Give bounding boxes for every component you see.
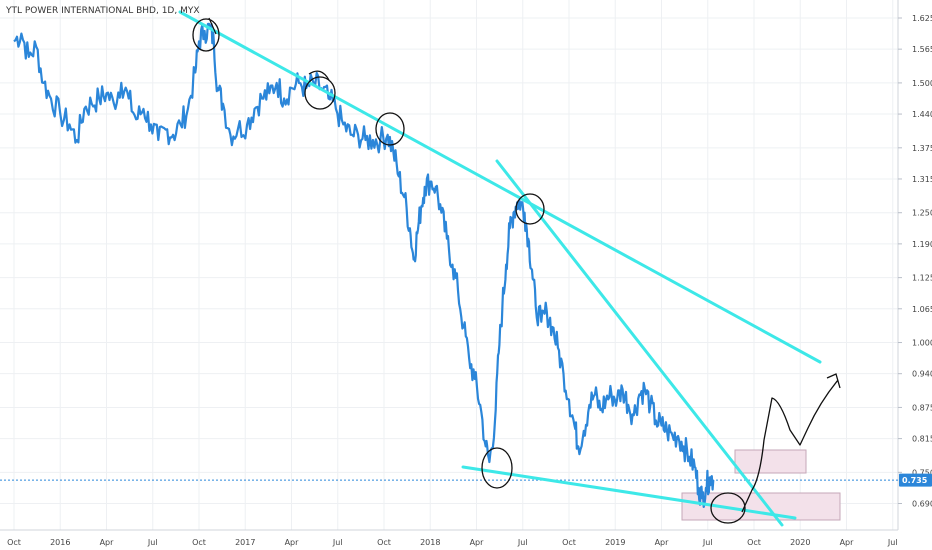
pivot-circle [304, 76, 336, 110]
x-tick-label: Oct [377, 538, 391, 547]
circle-stroke-tail [308, 70, 330, 81]
upper-resistance-trendline [178, 10, 822, 364]
projection-arrowhead [826, 373, 841, 389]
x-tick-label: Apr [100, 538, 115, 547]
current-price-tag-label: 0.735 [902, 476, 928, 485]
steep-resistance-trendline [495, 159, 784, 527]
y-tick-label: 0.875 [912, 403, 932, 412]
y-tick-label: 0.690 [912, 500, 932, 509]
current-price-tag-background [899, 473, 932, 487]
y-tick-label: 1.250 [912, 209, 932, 218]
x-tick-label: 2019 [605, 538, 625, 547]
circle-stroke-tail [208, 17, 217, 35]
y-tick-label: 1.625 [912, 14, 932, 23]
y-tick-label: 1.315 [912, 175, 932, 184]
y-tick-label: 1.190 [912, 240, 932, 249]
y-tick-label: 0.815 [912, 435, 932, 444]
x-tick-label: Jul [147, 538, 158, 547]
hand-drawn-annotations [192, 17, 841, 524]
x-tick-label: 2017 [235, 538, 255, 547]
y-tick-label: 1.375 [912, 144, 932, 153]
pivot-circle [192, 18, 220, 52]
x-tick-label: Jul [702, 538, 713, 547]
y-tick-label: 1.440 [912, 110, 932, 119]
pivot-circle [481, 447, 513, 489]
price-axis: 1.625 1.565 1.500 1.440 1.375 1.315 1.250 1.190… [898, 14, 932, 509]
y-tick-label: 1.000 [912, 339, 932, 348]
projected-path-sketch [741, 379, 839, 513]
pivot-circle [375, 112, 405, 146]
x-tick-label: 2016 [50, 538, 70, 547]
price-series-line [13, 22, 715, 508]
pivot-circle [710, 492, 746, 524]
x-tick-label: 2018 [420, 538, 440, 547]
x-tick-label: Apr [470, 538, 485, 547]
y-tick-label: 1.565 [912, 45, 932, 54]
x-tick-label: Oct [7, 538, 21, 547]
x-tick-label: Jul [517, 538, 528, 547]
x-tick-label: Apr [655, 538, 670, 547]
support-trendline [461, 465, 797, 520]
y-tick-label: 1.065 [912, 305, 932, 314]
x-tick-label: Oct [562, 538, 576, 547]
x-tick-label: 2020 [790, 538, 810, 547]
x-tick-label: Jul [332, 538, 343, 547]
current-price-tag: 0.735 [899, 473, 932, 487]
upper-target-box [734, 449, 807, 474]
x-tick-label: Apr [840, 538, 855, 547]
y-tick-label: 1.500 [912, 79, 932, 88]
trendlines [178, 10, 822, 527]
y-tick-label: 0.940 [912, 370, 932, 379]
x-tick-label: Oct [747, 538, 761, 547]
x-tick-label: Jul [887, 538, 898, 547]
x-tick-label: Oct [192, 538, 206, 547]
y-tick-label: 1.125 [912, 274, 932, 283]
annotation-boxes [681, 449, 841, 521]
chart-title: YTL POWER INTERNATIONAL BHD, 1D, MYX [5, 6, 200, 16]
x-tick-label: Apr [285, 538, 300, 547]
y-tick-label: 0.750 [912, 468, 932, 477]
time-axis: Oct 2016 Apr Jul Oct 2017 Apr Jul Oct 2018 Apr Jul O… [7, 538, 898, 547]
pivot-circle [515, 193, 545, 225]
